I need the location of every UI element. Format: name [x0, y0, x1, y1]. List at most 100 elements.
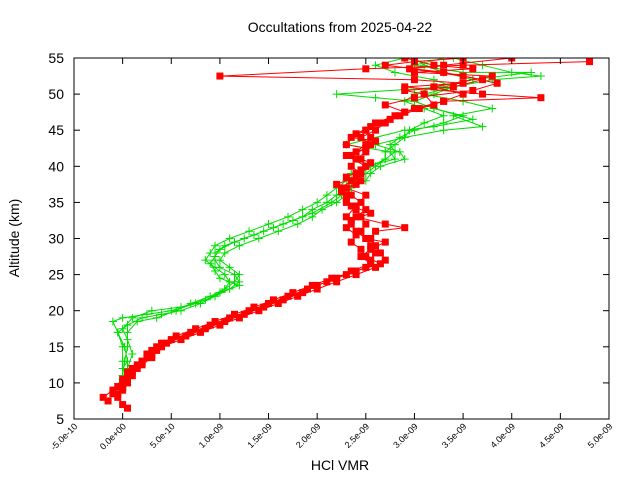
data-point-square — [381, 220, 389, 228]
data-point-square — [333, 274, 341, 282]
data-point-plus — [459, 97, 468, 106]
data-point-square — [376, 119, 384, 127]
data-point-square — [250, 303, 258, 311]
data-point-square — [352, 227, 360, 235]
data-point-square — [289, 289, 297, 297]
data-point-square — [347, 191, 355, 199]
data-point-square — [401, 224, 409, 232]
data-point-square — [362, 148, 370, 156]
data-point-square — [362, 206, 370, 214]
series-layer — [99, 58, 594, 412]
data-point-square — [352, 231, 360, 239]
series-0-profile-0-line — [122, 58, 473, 391]
data-point-square — [362, 191, 370, 199]
data-point-plus — [400, 97, 409, 106]
data-point-plus — [269, 223, 278, 232]
data-point-square — [469, 65, 477, 73]
data-point-plus — [400, 133, 409, 142]
data-point-square — [357, 170, 365, 178]
data-point-square — [124, 368, 131, 376]
x-tick-label: 3.5e-09 — [440, 421, 469, 450]
data-point-square — [153, 346, 161, 354]
data-point-plus — [371, 61, 380, 70]
x-tick-label: 5.0e-09 — [586, 421, 615, 450]
data-point-square — [352, 155, 360, 163]
y-tick-label: 15 — [48, 339, 64, 355]
data-point-square — [303, 285, 311, 293]
data-point-square — [119, 383, 127, 391]
data-point-square — [342, 195, 350, 203]
data-point-plus — [128, 313, 137, 322]
data-point-plus — [284, 212, 292, 221]
data-point-square — [347, 162, 355, 170]
data-point-square — [347, 151, 355, 159]
data-point-square — [372, 242, 380, 250]
x-tick-label: 4.5e-09 — [537, 421, 566, 450]
data-point-plus — [308, 209, 317, 218]
data-point-plus — [225, 234, 234, 243]
data-point-square — [124, 404, 131, 412]
data-point-square — [401, 86, 409, 94]
data-point-plus — [449, 111, 458, 120]
data-point-plus — [274, 227, 283, 236]
data-point-plus — [439, 126, 448, 135]
data-point-square — [372, 263, 380, 271]
data-point-square — [352, 173, 360, 181]
data-point-square — [138, 361, 146, 369]
data-point-square — [372, 249, 380, 257]
y-axis-label: Altitude (km) — [6, 199, 22, 278]
data-point-plus — [478, 122, 487, 131]
y-tick-label: 35 — [48, 194, 64, 210]
data-point-square — [148, 354, 156, 362]
y-tick-label: 45 — [48, 122, 64, 138]
data-point-square — [342, 141, 350, 149]
data-point-plus — [371, 93, 380, 102]
x-tick-label: 2.0e-09 — [294, 421, 323, 450]
data-point-plus — [400, 155, 409, 164]
data-point-square — [128, 368, 136, 376]
data-point-square — [338, 188, 345, 196]
data-point-plus — [220, 285, 229, 294]
data-point-square — [192, 325, 200, 333]
data-point-square — [362, 253, 370, 261]
data-point-plus — [177, 303, 185, 312]
data-point-plus — [220, 248, 229, 257]
data-point-square — [216, 321, 224, 329]
data-point-square — [235, 314, 243, 322]
data-point-plus — [293, 220, 302, 229]
data-point-plus — [322, 191, 331, 200]
data-point-square — [362, 65, 370, 73]
data-point-square — [352, 202, 360, 210]
data-point-plus — [313, 198, 322, 207]
data-point-square — [469, 86, 477, 94]
data-point-square — [240, 310, 248, 318]
data-point-plus — [211, 266, 220, 275]
data-point-square — [459, 72, 467, 80]
data-point-plus — [215, 274, 224, 283]
data-point-square — [221, 318, 229, 326]
data-point-square — [367, 260, 375, 268]
data-point-square — [143, 354, 151, 362]
y-tick-label: 25 — [48, 267, 64, 283]
data-point-plus — [468, 115, 477, 124]
data-point-square — [586, 58, 594, 66]
data-point-square — [124, 375, 131, 383]
data-point-square — [352, 267, 360, 275]
data-point-square — [299, 289, 307, 297]
data-point-square — [459, 90, 467, 98]
data-point-square — [114, 390, 122, 398]
data-point-square — [430, 83, 438, 91]
series-1-profile-3-line — [117, 58, 512, 394]
data-point-square — [167, 336, 175, 344]
data-point-plus — [235, 241, 244, 250]
data-point-square — [313, 285, 321, 293]
data-point-plus — [108, 317, 117, 326]
data-point-plus — [215, 245, 224, 254]
x-tick-label: 1.0e-09 — [197, 421, 226, 450]
data-point-plus — [230, 238, 239, 247]
data-point-plus — [235, 281, 244, 290]
data-point-square — [342, 191, 350, 199]
data-point-square — [187, 328, 195, 336]
data-point-square — [342, 173, 350, 181]
